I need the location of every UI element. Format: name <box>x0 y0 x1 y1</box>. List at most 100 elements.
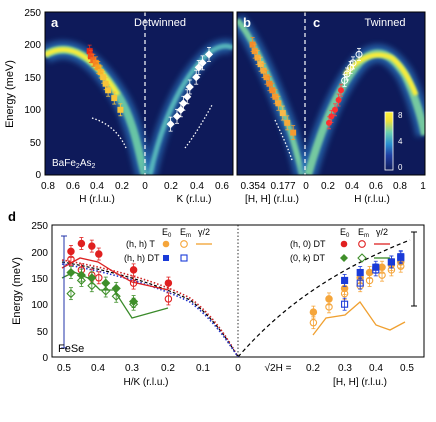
heatmap-panels: a Detwinned b c Twinned BaFe2As2 8 4 0 E… <box>4 8 426 205</box>
panel-b-point-7 <box>269 87 276 94</box>
panel-d-xtick-0.5: 0.5 <box>57 363 71 374</box>
panel-d-series-5-point-5 <box>164 295 173 303</box>
heatmap-y-tick-200: 200 <box>24 40 41 51</box>
panel-a-point-h-5 <box>97 68 104 75</box>
panel-a-point-h-6 <box>100 74 107 81</box>
panel-a-title: Detwinned <box>134 17 186 29</box>
panel-a-xtick-0.8: 0.8 <box>41 181 55 192</box>
panel-a-point-h-7 <box>102 80 109 87</box>
panel-c-title: Twinned <box>365 17 406 29</box>
panel-c-point-5 <box>341 76 349 84</box>
heatmap-y-axis-label: Energy (meV) <box>4 60 16 128</box>
panel-d-series-2-point-1 <box>356 268 364 277</box>
panel-d-xtick-0.2: 0.2 <box>161 363 175 374</box>
panel-a-point-k-8 <box>198 58 207 67</box>
panel-b-calc-curve <box>274 119 293 161</box>
panel-a-point-h-0 <box>86 48 93 55</box>
panel-c-point-6 <box>343 70 351 78</box>
panel-d-gamma-orange-line <box>312 301 406 336</box>
panel-a-point-k-4 <box>183 92 192 101</box>
panel-bc-frame <box>236 11 426 176</box>
heatmap-y-tick-150: 150 <box>24 73 41 84</box>
panel-d-series-5-point-0 <box>67 255 75 264</box>
panel-a-point-h-4 <box>95 64 102 71</box>
panel-c-point-8 <box>349 59 357 67</box>
panel-b-point-1 <box>251 48 258 55</box>
panel-c-point-1 <box>328 113 335 120</box>
panel-b-point-4 <box>260 67 267 74</box>
panel-d-legend: E0 Em γ/2 (h, h) T (h, h) DT E0 Em γ/2 (… <box>124 227 390 263</box>
panel-a-letter: a <box>51 15 59 30</box>
panel-a-calc-curve-right <box>184 104 213 149</box>
panel-d-series-4-point-2 <box>88 242 96 250</box>
panel-b-xtick-0.354: 0.354 <box>240 181 265 192</box>
panel-c-point-2 <box>332 106 338 113</box>
panel-b-xtick-0: 0 <box>303 181 309 192</box>
heatmap-y-tick-0: 0 <box>35 170 41 181</box>
panel-c-xtick-0.8: 0.8 <box>393 181 407 192</box>
legend-row-hh-t: (h, h) T <box>126 239 155 249</box>
panel-c-point-3 <box>335 97 342 104</box>
panel-a-xlabel-h: H (r.l.u.) <box>79 194 115 205</box>
panel-c-point-0 <box>326 119 332 126</box>
heatmap-y-tick-50: 50 <box>30 138 42 149</box>
panel-a-xtick-0.6: 0.6 <box>66 181 80 192</box>
panel-bc-intensity <box>237 14 425 175</box>
panel-d-gamma-red-line <box>61 257 169 291</box>
colorbar-gradient <box>384 111 394 171</box>
panel-d: d Energy (meV) 250 200 150 100 50 0 0.5 … <box>8 209 425 388</box>
panel-d-y-tick-200: 200 <box>31 248 48 259</box>
panel-d-xtick-r0.5: 0.5 <box>400 363 414 374</box>
panel-d-series-1-point-1 <box>325 303 333 311</box>
panel-d-series-4-point-3 <box>95 250 103 258</box>
panel-a-point-k-9 <box>204 50 214 59</box>
colorbar-tick-4: 4 <box>398 137 403 146</box>
panel-d-series-7-point-3 <box>101 286 111 296</box>
panel-d-y-tick-250: 250 <box>31 221 48 232</box>
panel-d-xlabel-sqrt2h: √2H = <box>265 362 292 374</box>
heatmap-data-points <box>86 37 363 141</box>
panel-d-xlabel-hk: H/K (r.l.u.) <box>123 377 168 388</box>
panel-d-y-ticks: 250 200 150 100 50 0 <box>31 221 48 364</box>
legend-hh-dt-e0-marker <box>163 255 169 261</box>
panel-b-point-6 <box>266 80 273 87</box>
panel-c-letter: c <box>313 15 320 30</box>
panel-c-xtick-0.6: 0.6 <box>369 181 383 192</box>
panel-d-series-7-point-1 <box>76 275 86 286</box>
panel-a-calc-curve-left <box>91 117 127 149</box>
heatmap-y-tick-100: 100 <box>24 105 41 116</box>
legend-row-h0-dt: (h, 0) DT <box>290 239 326 249</box>
heatmap-y-tick-250: 250 <box>24 8 41 19</box>
legend-h0-dt-e0-marker <box>340 240 348 248</box>
panel-a-frame <box>44 11 234 176</box>
panel-d-xtick-0.4: 0.4 <box>91 363 105 374</box>
panel-b-point-10 <box>279 110 286 117</box>
panel-d-series-5-point-4 <box>129 279 138 287</box>
panel-a-point-k-6 <box>192 73 201 82</box>
panel-d-series-3-point-0 <box>341 300 349 308</box>
panel-d-y-tick-100: 100 <box>31 300 48 311</box>
panel-d-series-2-point-0 <box>341 276 349 284</box>
panel-a-point-k-7 <box>194 63 203 72</box>
legend-0k-dt-em-marker <box>357 253 367 263</box>
panel-d-series-0-point-0 <box>309 308 318 316</box>
legend-header-left-e0: E0 <box>162 227 172 239</box>
panel-d-series-1-point-0 <box>309 318 318 327</box>
panel-d-series-1-point-4 <box>365 276 374 285</box>
legend-row-0k-dt: (0, k) DT <box>290 253 326 263</box>
panel-d-xtick-0.1: 0.1 <box>196 363 210 374</box>
panel-b-point-11 <box>284 119 291 126</box>
panel-b-point-9 <box>275 100 282 107</box>
panel-a-point-h-3 <box>92 59 99 66</box>
legend-0k-dt-e0-marker <box>340 254 348 262</box>
panel-d-series-4-point-1 <box>77 239 86 248</box>
legend-hh-t-em-marker <box>180 240 188 248</box>
panel-b-point-0 <box>249 41 256 48</box>
panel-d-series-1-point-5 <box>378 271 386 279</box>
panel-a-point-k-5 <box>185 82 194 92</box>
panel-d-x-ticks: 0.5 0.4 0.3 0.2 0.1 0 √2H = 0.2 0.3 0.4 … <box>57 362 414 388</box>
panel-a-point-k-1 <box>172 112 182 121</box>
panel-d-series-3-point-4 <box>397 254 405 262</box>
panel-d-series-7-point-0 <box>66 289 76 299</box>
